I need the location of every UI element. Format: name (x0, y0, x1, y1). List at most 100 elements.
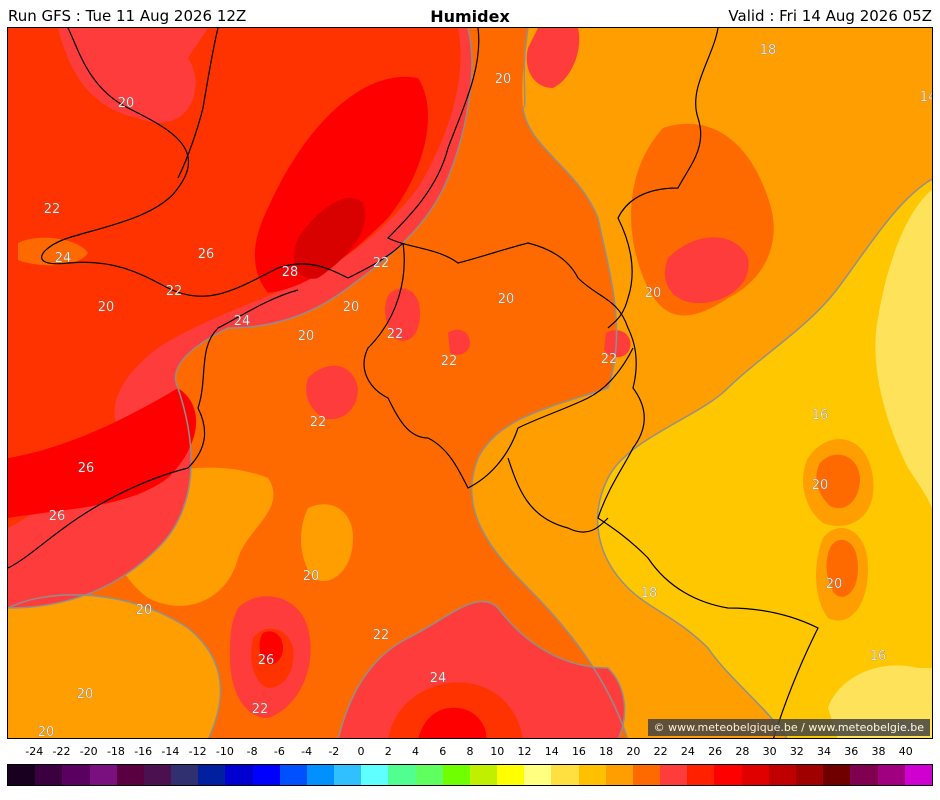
svg-text:22: 22 (373, 256, 390, 271)
region-22-pocket-nc (526, 28, 580, 88)
contour-label: 20 (298, 329, 315, 344)
svg-text:20: 20 (298, 329, 315, 344)
svg-text:26: 26 (49, 509, 66, 524)
svg-text:24: 24 (234, 314, 251, 329)
svg-text:22: 22 (601, 352, 618, 367)
valid-time-label: Valid : Fri 14 Aug 2026 05Z (728, 7, 932, 25)
svg-text:14: 14 (920, 90, 933, 105)
legend-tick-label: 18 (599, 745, 614, 758)
svg-text:20: 20 (826, 577, 843, 592)
region-28-west (294, 197, 366, 279)
svg-text:26: 26 (198, 247, 215, 262)
contour-label: 28 (282, 265, 299, 280)
region-18-southmid (301, 504, 353, 582)
contour-label: 26 (258, 653, 275, 668)
legend-tick-label: 0 (357, 745, 365, 758)
legend-tick-label: 12 (517, 745, 532, 758)
legend-tick-label: 24 (680, 745, 695, 758)
legend-swatch (497, 765, 525, 785)
contour-label: 22 (166, 284, 183, 299)
contour-label: 20 (118, 96, 135, 111)
legend-tick-label: 6 (439, 745, 447, 758)
contour-label-layer: 18 14 20 20 22 24 26 28 22 20 20 22 20 20 22 20 22 22 24 22… (38, 43, 933, 739)
svg-text:22: 22 (166, 284, 183, 299)
svg-text:20: 20 (38, 725, 55, 739)
contour-label: 20 (812, 478, 829, 493)
region-26-southwest (8, 388, 197, 518)
contour-label: 20 (98, 300, 115, 315)
contour-label: 22 (441, 354, 458, 369)
legend-swatch (8, 765, 36, 785)
svg-text:28: 28 (282, 265, 299, 280)
contour-label: 24 (234, 314, 251, 329)
legend-tick-label: 16 (571, 745, 586, 758)
legend-tick-label: -16 (134, 745, 153, 758)
contour-label: 26 (78, 461, 95, 476)
svg-text:22: 22 (252, 702, 269, 717)
legend-swatch (388, 765, 416, 785)
legend-swatch (578, 765, 606, 785)
region-14-east (875, 189, 932, 509)
legend-swatches (7, 764, 933, 786)
region-20-hole-b (18, 237, 88, 266)
contour-label: 24 (430, 671, 447, 686)
svg-text:16: 16 (870, 649, 887, 664)
contour-label: 20 (136, 603, 153, 618)
contour-label: 20 (77, 687, 94, 702)
legend-swatch (198, 765, 226, 785)
svg-text:20: 20 (98, 300, 115, 315)
legend-tick-label: 28 (735, 745, 750, 758)
legend-swatch (143, 765, 172, 785)
legend-tick-label: -14 (161, 745, 180, 758)
svg-text:26: 26 (258, 653, 275, 668)
legend-tick-label: -20 (79, 745, 98, 758)
credit-label: © www.meteobelgique.be / www.meteobelgie… (647, 719, 930, 736)
legend-swatch (225, 765, 253, 785)
legend-swatch (524, 765, 552, 785)
legend-swatch (877, 765, 905, 785)
legend-tick-label: -18 (106, 745, 125, 758)
legend-tick-label: -24 (25, 745, 44, 758)
legend-swatch (605, 765, 633, 785)
contour-label: 20 (826, 577, 843, 592)
legend-swatch (660, 765, 688, 785)
map-canvas (8, 28, 932, 738)
legend-tick-label: 4 (412, 745, 420, 758)
legend-tick-label: -6 (273, 745, 285, 758)
contour-label: 22 (373, 256, 390, 271)
legend-tick-label: -8 (246, 745, 258, 758)
contour-label: 16 (812, 408, 829, 423)
legend-tick-label: -22 (52, 745, 71, 758)
region-22-pocket-west (306, 365, 358, 420)
region-22-northeast (664, 237, 749, 303)
svg-text:24: 24 (430, 671, 447, 686)
legend-tick-label: 20 (626, 745, 641, 758)
legend-swatch (795, 765, 824, 785)
legend-swatch (687, 765, 715, 785)
legend-swatch (116, 765, 144, 785)
region-22-pocket-east (604, 330, 631, 358)
svg-text:16: 16 (812, 408, 829, 423)
legend-swatch (823, 765, 851, 785)
svg-text:20: 20 (343, 300, 360, 315)
contour-label: 18 (760, 43, 777, 58)
contour-label: 22 (252, 702, 269, 717)
svg-text:22: 22 (44, 202, 61, 217)
contour-label: 20 (303, 569, 320, 584)
legend-swatch (632, 765, 661, 785)
contour-label: 16 (870, 649, 887, 664)
legend-tick-label: 8 (466, 745, 474, 758)
legend-tick-label: -2 (328, 745, 340, 758)
region-18-sw2 (8, 673, 93, 738)
legend-swatch (334, 765, 362, 785)
humidex-map: 18 14 20 20 22 24 26 28 22 20 20 22 20 20 22 20 22 22 24 22… (7, 27, 933, 739)
svg-text:18: 18 (641, 586, 658, 601)
legend-tick-label: 2 (384, 745, 392, 758)
svg-text:22: 22 (373, 628, 390, 643)
contour-label: 24 (55, 251, 72, 266)
contour-label: 20 (343, 300, 360, 315)
svg-text:20: 20 (136, 603, 153, 618)
region-26-south (418, 707, 487, 738)
legend-swatch (306, 765, 335, 785)
legend-swatch (551, 765, 579, 785)
